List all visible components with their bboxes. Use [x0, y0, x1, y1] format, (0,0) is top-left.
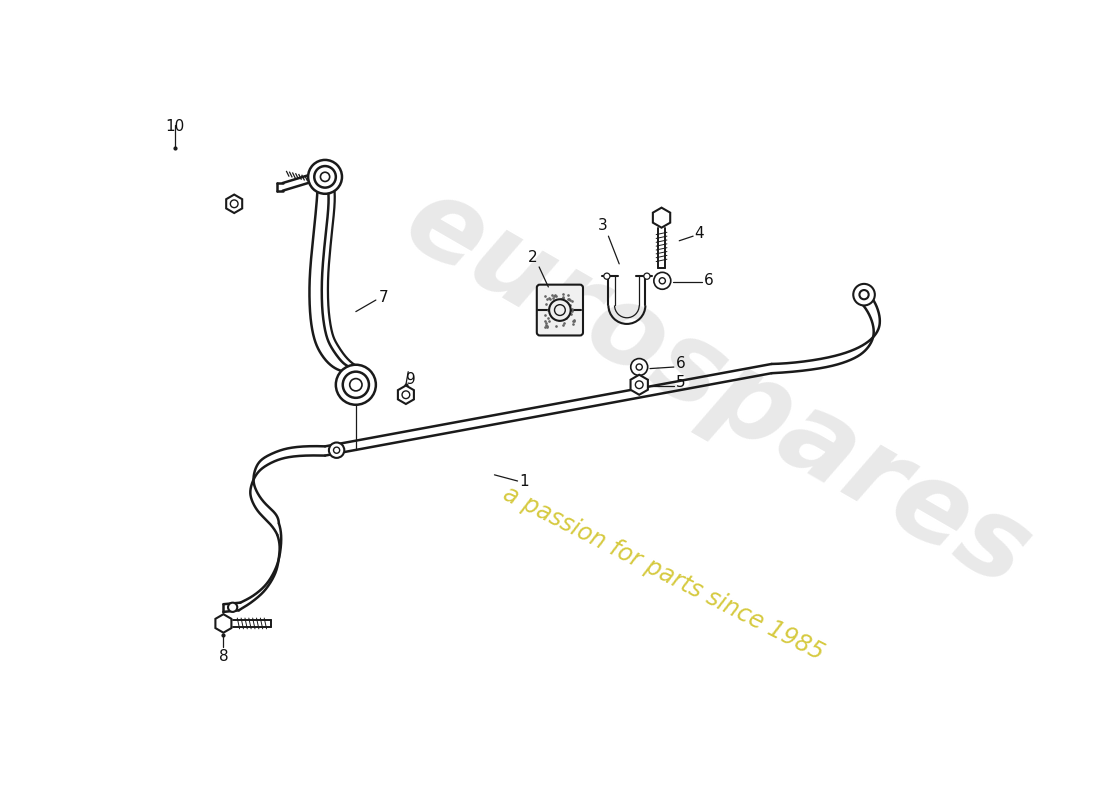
- Polygon shape: [216, 614, 231, 633]
- Circle shape: [549, 299, 571, 321]
- Circle shape: [644, 273, 650, 279]
- Polygon shape: [653, 208, 670, 228]
- Text: 7: 7: [378, 290, 388, 306]
- Text: 1: 1: [519, 474, 529, 489]
- Polygon shape: [398, 386, 414, 404]
- Text: 10: 10: [165, 119, 184, 134]
- Circle shape: [320, 172, 330, 182]
- Text: 6: 6: [704, 274, 714, 288]
- Text: 6: 6: [675, 357, 685, 371]
- Circle shape: [859, 290, 869, 299]
- Text: 2: 2: [528, 250, 538, 266]
- Circle shape: [653, 272, 671, 290]
- Text: 3: 3: [597, 218, 607, 233]
- Circle shape: [636, 381, 644, 389]
- Text: 4: 4: [695, 226, 704, 241]
- Text: a passion for parts since 1985: a passion for parts since 1985: [499, 482, 828, 665]
- Circle shape: [343, 372, 368, 398]
- Circle shape: [604, 273, 609, 279]
- Circle shape: [230, 200, 238, 208]
- Circle shape: [336, 365, 376, 405]
- Circle shape: [554, 305, 565, 315]
- FancyBboxPatch shape: [537, 285, 583, 335]
- Circle shape: [630, 358, 648, 375]
- Text: eurospares: eurospares: [387, 166, 1048, 610]
- Circle shape: [228, 602, 238, 612]
- Circle shape: [636, 364, 642, 370]
- Polygon shape: [227, 194, 242, 213]
- Circle shape: [333, 447, 340, 454]
- Text: 5: 5: [675, 375, 685, 390]
- Polygon shape: [630, 374, 648, 394]
- Circle shape: [403, 391, 410, 398]
- Circle shape: [315, 166, 336, 188]
- Circle shape: [659, 278, 666, 284]
- Circle shape: [329, 442, 344, 458]
- Text: 8: 8: [219, 649, 228, 664]
- Circle shape: [854, 284, 874, 306]
- Circle shape: [350, 378, 362, 391]
- Text: 9: 9: [406, 372, 416, 386]
- Circle shape: [308, 160, 342, 194]
